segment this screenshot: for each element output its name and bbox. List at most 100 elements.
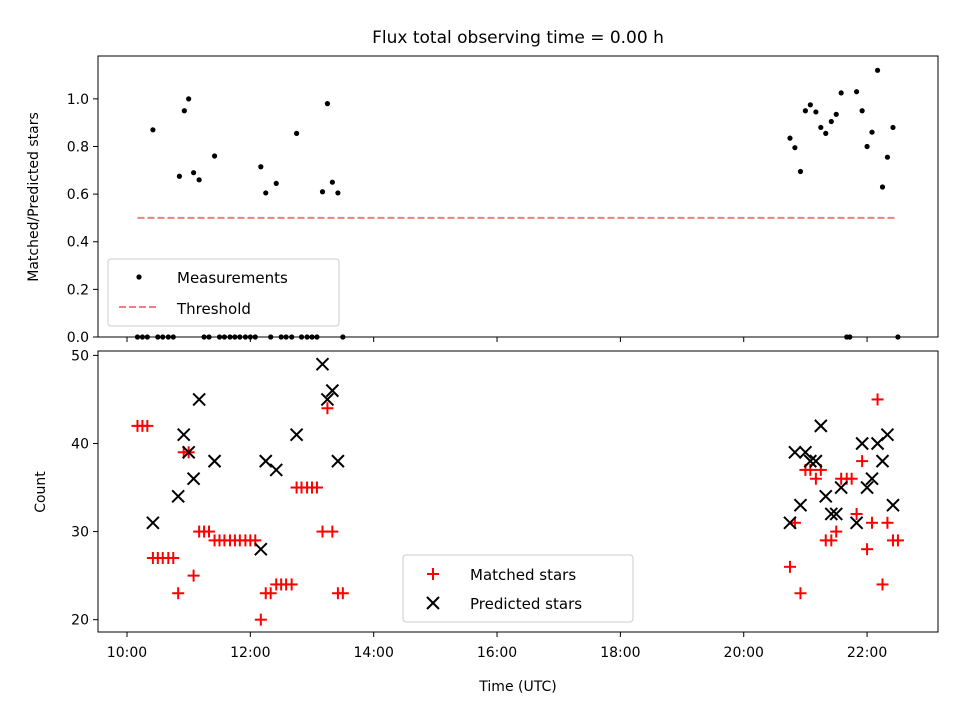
matched-star-point xyxy=(881,516,894,529)
measurement-point xyxy=(853,89,860,95)
matched-star-point xyxy=(830,525,843,538)
y-tick-label: 50 xyxy=(71,348,89,364)
predicted-star-point xyxy=(315,357,330,371)
y-tick-label: 0.6 xyxy=(67,187,89,203)
measurement-point xyxy=(176,173,183,179)
y-tick-label: 0.8 xyxy=(67,139,89,155)
matched-star-point xyxy=(321,402,334,415)
matched-star-point xyxy=(264,587,277,600)
matched-star-point xyxy=(794,587,807,600)
matched-star-point xyxy=(187,569,200,582)
measurement-point xyxy=(813,109,819,115)
y-tick-label: 0.0 xyxy=(67,330,89,346)
x-tick-label: 16:00 xyxy=(477,645,517,661)
measurement-point xyxy=(874,67,881,73)
top-legend: Measurements Threshold xyxy=(107,258,340,327)
matched-star-point xyxy=(203,525,216,538)
predicted-star-point xyxy=(788,445,802,460)
bottom-ticks: 20 30 40 50 10:00 12:00 14:00 16:00 18:00 20:00 22… xyxy=(71,348,887,661)
matched-star-point xyxy=(326,525,339,538)
legend-threshold-label: Threshold xyxy=(176,300,251,318)
measurement-point xyxy=(181,108,187,114)
matched-star-point xyxy=(871,393,884,406)
matched-star-point xyxy=(876,578,889,591)
x-tick-label: 12:00 xyxy=(230,645,270,661)
measurement-point xyxy=(273,180,279,187)
matched-star-point xyxy=(809,472,822,485)
measurement-point xyxy=(335,190,341,196)
matched-star-point xyxy=(141,419,154,432)
measurement-point xyxy=(802,108,809,114)
measurement-point xyxy=(263,190,269,196)
predicted-star-point xyxy=(320,392,335,407)
measurement-point xyxy=(329,179,335,185)
top-ylabel: Matched/Predicted stars xyxy=(26,112,42,282)
predicted-star-point xyxy=(793,498,808,512)
measurement-point xyxy=(186,96,192,102)
measurement-point xyxy=(864,143,870,150)
measurement-point xyxy=(150,127,156,133)
top-panel: 0.0 0.2 0.4 0.6 0.8 1.0 Matched/Predicted sta… xyxy=(26,55,939,346)
predicted-star-point xyxy=(886,498,900,512)
legend-measurements-label: Measurements xyxy=(177,269,288,287)
measurement-point xyxy=(859,108,865,114)
x-tick-label: 20:00 xyxy=(724,645,764,661)
matched-star-point xyxy=(285,578,298,591)
y-tick-label: 0.2 xyxy=(67,282,89,298)
bottom-ylabel: Count xyxy=(33,471,49,513)
matched-star-point xyxy=(825,534,838,547)
predicted-star-point xyxy=(855,436,869,451)
predicted-star-point xyxy=(860,480,874,495)
bottom-xlabel: Time (UTC) xyxy=(478,679,556,695)
predicted-star-point xyxy=(849,516,864,530)
measurement-point xyxy=(797,168,804,175)
predicted-star-point xyxy=(829,507,843,521)
y-tick-label: 1.0 xyxy=(67,92,89,108)
y-tick-label: 30 xyxy=(71,525,89,541)
predicted-star-point xyxy=(171,489,185,504)
measurement-point xyxy=(890,124,896,131)
predicted-star-point xyxy=(325,383,340,398)
predicted-star-point xyxy=(269,463,283,477)
predicted-star-point xyxy=(865,472,879,486)
measurement-point xyxy=(319,189,326,195)
matched-star-point xyxy=(167,552,180,565)
bottom-legend-box xyxy=(402,554,634,623)
top-legend-box xyxy=(107,258,340,327)
matched-star-point xyxy=(845,472,858,485)
matched-star-point xyxy=(850,507,863,520)
predicted-star-point xyxy=(880,427,895,442)
measurement-point xyxy=(833,111,839,117)
matched-star-point xyxy=(254,613,267,626)
legend-predicted-label: Predicted stars xyxy=(470,595,582,613)
measurement-point xyxy=(787,135,793,141)
x-tick-label: 14:00 xyxy=(354,645,394,661)
predicted-star-point xyxy=(819,489,833,504)
measurement-point xyxy=(879,184,886,190)
bottom-axes-frame xyxy=(97,350,939,633)
bottom-legend: Matched stars Predicted stars xyxy=(402,554,634,623)
y-tick-label: 0.4 xyxy=(67,235,89,251)
x-tick-label: 22:00 xyxy=(847,645,887,661)
y-tick-label: 40 xyxy=(71,436,89,452)
y-tick-label: 20 xyxy=(71,613,89,629)
measurement-point xyxy=(211,153,218,159)
matched-star-point xyxy=(861,543,874,556)
predicted-star-point xyxy=(146,516,160,530)
matched-star-point xyxy=(310,481,323,494)
legend-matched-label: Matched stars xyxy=(470,566,576,584)
predicted-star-point xyxy=(783,516,797,530)
measurement-point xyxy=(258,164,264,170)
measurement-point xyxy=(792,145,798,151)
predicted-star-point xyxy=(259,454,273,468)
top-axes-frame xyxy=(97,55,939,338)
predicted-star-point xyxy=(809,454,823,468)
matched-star-point xyxy=(866,516,879,529)
predicted-star-point xyxy=(875,454,890,468)
x-tick-label: 18:00 xyxy=(600,645,640,661)
predicted-star-point xyxy=(254,542,268,556)
legend-predicted-marker xyxy=(426,596,440,610)
bottom-marks xyxy=(131,357,904,626)
measurement-point xyxy=(869,129,875,135)
measurement-point xyxy=(293,130,300,136)
